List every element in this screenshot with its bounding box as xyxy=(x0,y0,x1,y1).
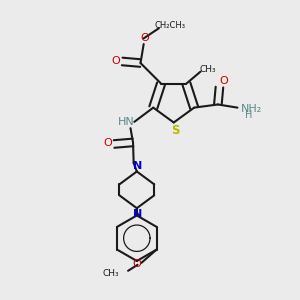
Text: CH₃: CH₃ xyxy=(200,65,217,74)
Text: H: H xyxy=(245,110,252,120)
Text: O: O xyxy=(140,33,149,43)
Text: HN: HN xyxy=(118,117,135,127)
Text: CH₂CH₃: CH₂CH₃ xyxy=(154,21,185,30)
Text: O: O xyxy=(219,76,228,86)
Text: O: O xyxy=(132,259,141,269)
Text: O: O xyxy=(103,138,112,148)
Text: N: N xyxy=(133,209,142,219)
Text: CH₃: CH₃ xyxy=(103,269,119,278)
Text: O: O xyxy=(112,56,120,65)
Text: N: N xyxy=(133,161,142,171)
Text: S: S xyxy=(171,124,179,137)
Text: NH₂: NH₂ xyxy=(241,103,262,114)
